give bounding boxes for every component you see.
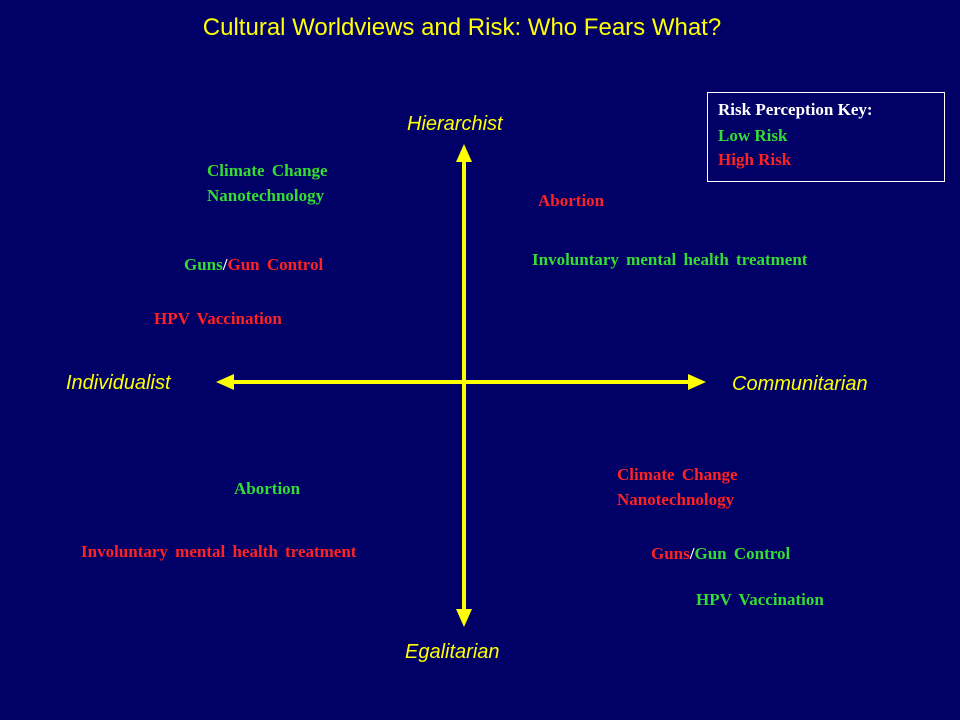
vertical-axis-arrow-down	[456, 609, 472, 627]
ur-abortion: Abortion	[538, 191, 605, 210]
ul-hpv-vaccination: HPV Vaccination	[154, 309, 282, 328]
horizontal-axis-arrow-right	[688, 374, 706, 390]
ul-guns: Guns	[184, 255, 223, 274]
slide-title: Cultural Worldviews and Risk: Who Fears …	[202, 14, 722, 41]
key-heading: Risk Perception Key:	[718, 100, 873, 119]
key-high-risk: High Risk	[718, 150, 792, 169]
lr-nanotechnology: Nanotechnology	[617, 490, 735, 509]
key-low-risk: Low Risk	[718, 126, 788, 145]
ul-guns-gun-control: Guns/Gun Control	[184, 252, 323, 277]
ul-slash: /	[222, 255, 228, 274]
lr-slash: /	[689, 544, 695, 563]
axis-label-hierarchist: Hierarchist	[407, 113, 503, 135]
ul-climate-change: Climate Change	[207, 161, 328, 180]
risk-perception-key: Risk Perception Key: Low Risk High Risk	[707, 92, 945, 182]
lr-guns: Guns	[651, 544, 690, 563]
ul-gun-control: Gun Control	[227, 255, 324, 274]
lr-climate-change: Climate Change	[617, 465, 738, 484]
axis-label-individualist: Individualist	[66, 372, 171, 394]
lr-gun-control: Gun Control	[694, 544, 791, 563]
lr-guns-gun-control: Guns/Gun Control	[651, 541, 790, 566]
vertical-axis-arrow-up	[456, 144, 472, 162]
ll-abortion: Abortion	[234, 479, 301, 498]
lr-hpv-vaccination: HPV Vaccination	[696, 590, 824, 609]
axis-label-communitarian: Communitarian	[732, 373, 868, 395]
ll-involuntary-treatment: Involuntary mental health treatment	[81, 542, 357, 561]
axis-label-egalitarian: Egalitarian	[405, 641, 500, 663]
ul-nanotechnology: Nanotechnology	[207, 186, 325, 205]
horizontal-axis-arrow-left	[216, 374, 234, 390]
ur-involuntary-treatment: Involuntary mental health treatment	[532, 250, 808, 269]
